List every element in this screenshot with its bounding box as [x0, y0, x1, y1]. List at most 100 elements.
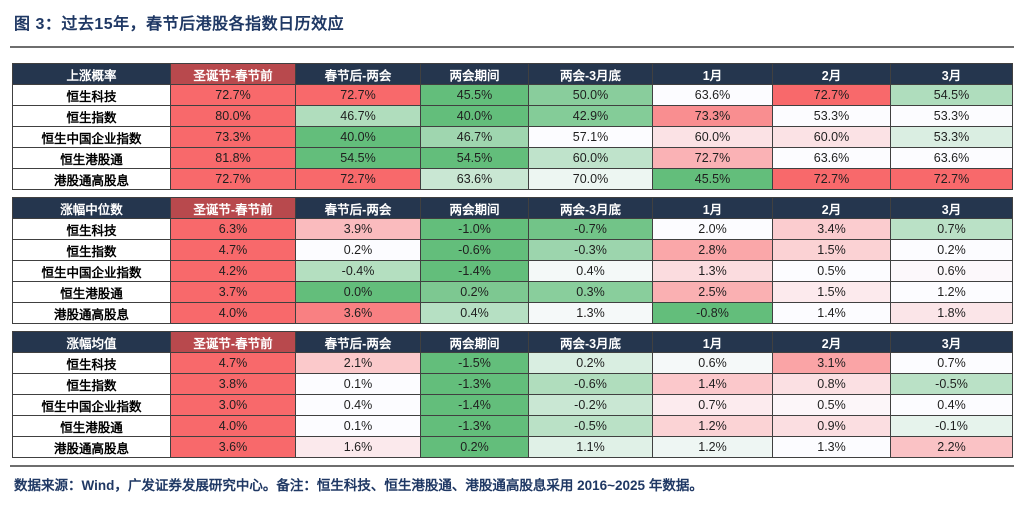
- column-header: 3月: [890, 331, 1013, 353]
- data-cell: 53.3%: [890, 126, 1013, 148]
- row-label: 恒生指数: [12, 373, 171, 395]
- data-cell: 45.5%: [420, 84, 529, 106]
- data-cell: 63.6%: [772, 147, 891, 169]
- data-cell: 4.7%: [170, 239, 296, 261]
- page-title: 图 3：过去15年，春节后港股各指数日历效应: [14, 16, 345, 33]
- data-cell: 4.7%: [170, 352, 296, 374]
- table-row: 恒生中国企业指数 4.2% -0.4% -1.4% 0.4% 1.3% 0.5% 0.6%: [12, 260, 1013, 282]
- data-cell: 1.3%: [652, 260, 773, 282]
- heatmap-table: 上涨概率 圣诞节-春节前 春节后-两会 两会期间 两会-3月底 1月 2月 3月 恒生科技 72.…: [12, 63, 1013, 190]
- data-cell: 63.6%: [420, 168, 529, 190]
- data-cell: 53.3%: [890, 105, 1013, 127]
- data-cell: 1.4%: [652, 373, 773, 395]
- data-cell: 45.5%: [652, 168, 773, 190]
- data-cell: -0.5%: [890, 373, 1013, 395]
- table-row: 恒生科技 4.7% 2.1% -1.5% 0.2% 0.6% 3.1% 0.7%: [12, 352, 1013, 374]
- data-cell: 0.7%: [890, 352, 1013, 374]
- data-cell: 72.7%: [295, 168, 421, 190]
- data-cell: 57.1%: [528, 126, 653, 148]
- data-cell: 0.2%: [420, 281, 529, 303]
- data-cell: 1.5%: [772, 239, 891, 261]
- data-cell: -0.1%: [890, 415, 1013, 437]
- data-cell: 3.6%: [170, 436, 296, 458]
- data-cell: 0.7%: [890, 218, 1013, 240]
- data-cell: 50.0%: [528, 84, 653, 106]
- column-header: 1月: [652, 63, 773, 85]
- table-row: 恒生港股通 81.8% 54.5% 54.5% 60.0% 72.7% 63.6% 63.6%: [12, 147, 1013, 169]
- data-cell: 0.2%: [528, 352, 653, 374]
- data-cell: 3.1%: [772, 352, 891, 374]
- data-cell: 1.1%: [528, 436, 653, 458]
- table-name-cell: 涨幅均值: [12, 331, 171, 353]
- data-cell: 0.4%: [420, 302, 529, 324]
- data-cell: 1.5%: [772, 281, 891, 303]
- table-row: 恒生指数 80.0% 46.7% 40.0% 42.9% 73.3% 53.3% 53.3%: [12, 105, 1013, 127]
- data-cell: 60.0%: [528, 147, 653, 169]
- row-label: 恒生港股通: [12, 147, 171, 169]
- data-cell: 0.1%: [295, 415, 421, 437]
- data-cell: 3.6%: [295, 302, 421, 324]
- data-cell: 4.0%: [170, 415, 296, 437]
- column-header: 两会-3月底: [528, 63, 653, 85]
- data-cell: 3.8%: [170, 373, 296, 395]
- data-cell: 72.7%: [772, 84, 891, 106]
- table-name-cell: 涨幅中位数: [12, 197, 171, 219]
- data-cell: 80.0%: [170, 105, 296, 127]
- column-header: 2月: [772, 331, 891, 353]
- column-header: 2月: [772, 63, 891, 85]
- data-cell: -0.6%: [420, 239, 529, 261]
- table-row: 恒生港股通 3.7% 0.0% 0.2% 0.3% 2.5% 1.5% 1.2%: [12, 281, 1013, 303]
- data-cell: 3.4%: [772, 218, 891, 240]
- data-cell: -0.5%: [528, 415, 653, 437]
- table-row: 港股通高股息 4.0% 3.6% 0.4% 1.3% -0.8% 1.4% 1.8%: [12, 302, 1013, 324]
- data-cell: -0.8%: [652, 302, 773, 324]
- data-cell: 0.4%: [528, 260, 653, 282]
- data-cell: -1.3%: [420, 373, 529, 395]
- data-cell: 72.7%: [170, 168, 296, 190]
- table-row: 恒生指数 4.7% 0.2% -0.6% -0.3% 2.8% 1.5% 0.2%: [12, 239, 1013, 261]
- row-label: 恒生港股通: [12, 281, 171, 303]
- data-cell: 0.6%: [890, 260, 1013, 282]
- footer-divider: [10, 465, 1014, 467]
- data-cell: 2.2%: [890, 436, 1013, 458]
- data-cell: 0.5%: [772, 394, 891, 416]
- data-cell: 63.6%: [652, 84, 773, 106]
- data-cell: 6.3%: [170, 218, 296, 240]
- data-cell: -1.4%: [420, 394, 529, 416]
- data-cell: 40.0%: [420, 105, 529, 127]
- data-cell: 1.3%: [528, 302, 653, 324]
- data-cell: 46.7%: [420, 126, 529, 148]
- row-label: 恒生中国企业指数: [12, 126, 171, 148]
- data-cell: 73.3%: [170, 126, 296, 148]
- row-label: 恒生港股通: [12, 415, 171, 437]
- column-header: 2月: [772, 197, 891, 219]
- data-cell: 2.0%: [652, 218, 773, 240]
- data-cell: 54.5%: [420, 147, 529, 169]
- column-header: 春节后-两会: [295, 63, 421, 85]
- table-row: 港股通高股息 72.7% 72.7% 63.6% 70.0% 45.5% 72.7% 72.7…: [12, 168, 1013, 190]
- column-header: 两会-3月底: [528, 197, 653, 219]
- table-row: 恒生中国企业指数 73.3% 40.0% 46.7% 57.1% 60.0% 60.0% 53…: [12, 126, 1013, 148]
- data-cell: 0.1%: [295, 373, 421, 395]
- data-cell: 0.5%: [772, 260, 891, 282]
- data-cell: 0.9%: [772, 415, 891, 437]
- column-header: 3月: [890, 197, 1013, 219]
- heatmap-table: 涨幅均值 圣诞节-春节前 春节后-两会 两会期间 两会-3月底 1月 2月 3月 恒生科技 4.7…: [12, 331, 1013, 458]
- data-cell: 72.7%: [652, 147, 773, 169]
- data-cell: 40.0%: [295, 126, 421, 148]
- source-note: 数据来源：Wind，广发证券发展研究中心。备注：恒生科技、恒生港股通、港股通高股…: [14, 478, 703, 493]
- data-cell: 0.4%: [890, 394, 1013, 416]
- data-cell: 54.5%: [890, 84, 1013, 106]
- table-row: 港股通高股息 3.6% 1.6% 0.2% 1.1% 1.2% 1.3% 2.2%: [12, 436, 1013, 458]
- data-cell: 0.7%: [652, 394, 773, 416]
- data-cell: 1.2%: [652, 436, 773, 458]
- data-cell: 1.6%: [295, 436, 421, 458]
- data-cell: 54.5%: [295, 147, 421, 169]
- data-cell: 72.7%: [170, 84, 296, 106]
- data-cell: 60.0%: [652, 126, 773, 148]
- row-label: 港股通高股息: [12, 436, 171, 458]
- data-cell: -1.0%: [420, 218, 529, 240]
- data-cell: 0.4%: [295, 394, 421, 416]
- row-label: 恒生科技: [12, 84, 171, 106]
- data-cell: 63.6%: [890, 147, 1013, 169]
